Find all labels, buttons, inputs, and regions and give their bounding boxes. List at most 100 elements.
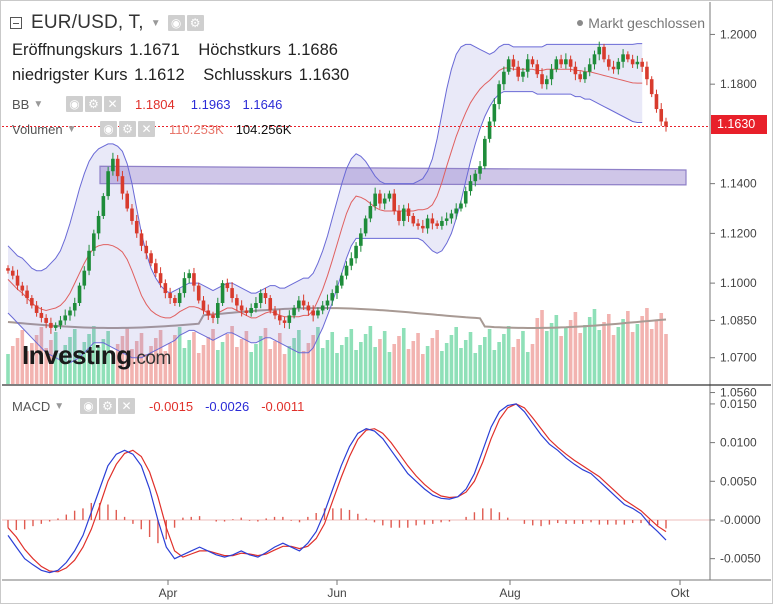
- macd-controls: ◉ ⚙ ✕: [80, 398, 135, 414]
- volume-bar: [134, 341, 139, 384]
- volume-close-icon[interactable]: ✕: [138, 121, 155, 137]
- macd-tick-label: -0.0050: [720, 552, 761, 566]
- gear-icon[interactable]: ⚙: [186, 15, 204, 31]
- bb-close-icon[interactable]: ✕: [104, 96, 121, 112]
- volume-bar: [168, 343, 172, 384]
- volume-visibility-icon[interactable]: ◉: [100, 121, 117, 137]
- collapse-icon[interactable]: [10, 17, 22, 29]
- macd-close-icon[interactable]: ✕: [118, 398, 135, 414]
- symbol-title[interactable]: EUR/USD, T,: [31, 12, 144, 33]
- volume-bar: [478, 345, 482, 384]
- time-tick-label: Aug: [499, 586, 520, 600]
- candle-body: [592, 54, 597, 65]
- volume-bar: [559, 336, 563, 384]
- volume-bar: [225, 334, 230, 384]
- candle-body: [602, 46, 606, 60]
- volume-bar: [530, 344, 535, 384]
- bb-lower-value: 1.1646: [242, 96, 283, 112]
- candle-body: [511, 59, 516, 67]
- candle-body: [573, 66, 578, 75]
- candle-body: [249, 307, 253, 313]
- channel-rectangle: [99, 165, 687, 186]
- candle-body: [63, 315, 68, 321]
- candle-body: [645, 66, 649, 80]
- candle-body: [363, 218, 368, 234]
- candle-body: [587, 64, 592, 72]
- volume-bars: [6, 307, 668, 384]
- volume-legend: Volumen ▼ ◉ ⚙ ✕ 110.253K 104.256K: [12, 121, 291, 137]
- volume-bar: [544, 331, 549, 384]
- volume-bar: [525, 352, 530, 384]
- visibility-icon[interactable]: ◉: [167, 15, 185, 31]
- candle-body: [611, 66, 616, 70]
- candle-body: [273, 310, 277, 316]
- volume-bar: [449, 335, 454, 384]
- volume-bar: [401, 328, 406, 384]
- chart-header: EUR/USD, T, ▼ ◉ ⚙: [10, 10, 204, 36]
- candle-body: [626, 54, 630, 60]
- volume-value-2: 104.256K: [235, 121, 292, 137]
- candle-body: [606, 59, 611, 67]
- volume-controls: ◉ ⚙ ✕: [100, 121, 155, 137]
- bb-visibility-icon[interactable]: ◉: [66, 96, 83, 112]
- chevron-down-icon[interactable]: ▼: [150, 17, 161, 29]
- volume-bar: [239, 339, 244, 384]
- volume-label[interactable]: Volumen: [12, 121, 63, 137]
- candle-body: [173, 298, 177, 304]
- signal-line: [7, 403, 667, 573]
- volume-chevron-icon[interactable]: ▼: [66, 123, 77, 135]
- volume-bar: [502, 334, 506, 384]
- macd-tick-label: -0.0000: [720, 513, 761, 527]
- volume-bar: [521, 331, 525, 384]
- volume-bar: [444, 343, 449, 384]
- volume-bar: [573, 312, 578, 384]
- bb-gear-icon[interactable]: ⚙: [85, 96, 102, 112]
- volume-bar: [483, 337, 487, 384]
- volume-bar: [263, 328, 268, 384]
- volume-bar: [25, 351, 29, 384]
- volume-bar: [235, 347, 239, 384]
- candle-body: [373, 193, 377, 207]
- volume-bar: [6, 354, 10, 384]
- volume-bar: [540, 310, 544, 384]
- volume-bar: [44, 348, 48, 384]
- volume-bar: [125, 328, 130, 384]
- candle-body: [339, 275, 344, 286]
- volume-bar: [201, 345, 206, 384]
- candle-body: [154, 263, 158, 274]
- volume-bar: [659, 313, 664, 384]
- macd-gear-icon[interactable]: ⚙: [99, 398, 116, 414]
- price-channel[interactable]: [99, 165, 687, 186]
- macd-visibility-icon[interactable]: ◉: [80, 398, 97, 414]
- volume-bar: [397, 336, 401, 384]
- candle-body: [468, 181, 473, 192]
- candle-body: [659, 109, 664, 122]
- volume-bar: [230, 326, 234, 384]
- candle-body: [30, 298, 34, 306]
- low-value: 1.1612: [134, 66, 185, 84]
- candle-body: [654, 94, 659, 110]
- volume-bar: [578, 333, 582, 384]
- candle-body: [359, 233, 363, 246]
- candle-body: [387, 193, 392, 199]
- candle-body: [583, 71, 587, 80]
- candle-body: [378, 193, 382, 204]
- candle-body: [306, 305, 311, 311]
- macd-chevron-icon[interactable]: ▼: [54, 400, 65, 412]
- candle-body: [544, 79, 549, 85]
- volume-bar: [392, 344, 397, 384]
- volume-bar: [406, 349, 411, 384]
- candle-body: [206, 310, 211, 316]
- macd-label[interactable]: MACD: [12, 398, 51, 414]
- volume-gear-icon[interactable]: ⚙: [119, 121, 136, 137]
- volume-bar: [254, 344, 258, 384]
- bb-chevron-icon[interactable]: ▼: [33, 98, 44, 110]
- candle-body: [564, 59, 568, 65]
- candle-body: [635, 61, 640, 65]
- bb-label[interactable]: BB: [12, 96, 30, 112]
- volume-bar: [15, 338, 20, 384]
- candle-body: [177, 293, 182, 304]
- candle-body: [106, 171, 110, 197]
- candle-body: [72, 303, 77, 311]
